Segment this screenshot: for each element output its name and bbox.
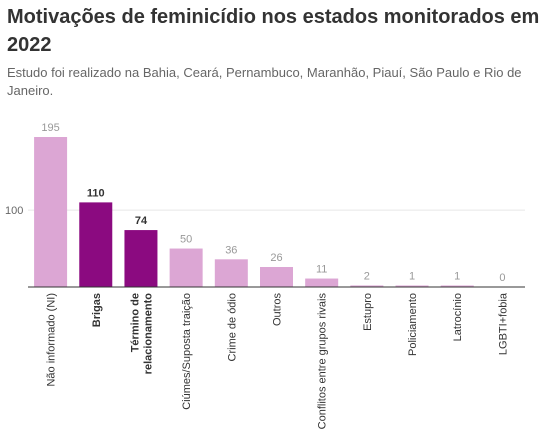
chart-subtitle: Estudo foi realizado na Bahia, Ceará, Pe… bbox=[7, 65, 522, 98]
bar-4 bbox=[214, 259, 248, 287]
data-label-2: 74 bbox=[135, 215, 148, 227]
data-label-8: 1 bbox=[409, 271, 415, 283]
category-label-line-2-1: relacionamento bbox=[142, 293, 154, 375]
data-label-0: 195 bbox=[41, 122, 59, 134]
y-tick-label-0: 100 bbox=[5, 205, 23, 217]
category-label-9: Latrocínio bbox=[452, 293, 464, 341]
bar-7 bbox=[350, 285, 384, 287]
data-label-1: 110 bbox=[87, 187, 105, 199]
category-label-line-1-0: Brigas bbox=[91, 293, 103, 327]
category-label-line-10-0: LGBTI+fobia bbox=[497, 292, 509, 355]
category-label-line-2-0: Término de bbox=[129, 293, 141, 352]
data-label-7: 2 bbox=[364, 270, 370, 282]
bar-0 bbox=[34, 137, 68, 287]
category-label-6: Conflitos entre grupos rivais bbox=[317, 293, 329, 430]
bar-3 bbox=[169, 248, 203, 287]
category-label-2: Término de relacionamento bbox=[129, 293, 154, 375]
bars bbox=[34, 137, 474, 287]
category-label-line-6-0: Conflitos entre grupos rivais bbox=[317, 293, 329, 430]
data-label-9: 1 bbox=[454, 271, 460, 283]
data-label-3: 50 bbox=[180, 234, 192, 246]
category-label-line-3-0: Ciúmes/Suposta traição bbox=[181, 293, 193, 410]
category-label-0: Não informado (NI) bbox=[46, 293, 58, 387]
chart-title: Motivações de feminicídio nos estados mo… bbox=[7, 6, 540, 56]
category-label-line-4-0: Crime de ódio bbox=[226, 293, 238, 361]
bar-5 bbox=[260, 267, 293, 287]
bar-2 bbox=[124, 230, 158, 287]
category-label-line-7-0: Estupro bbox=[362, 293, 374, 331]
category-label-8: Policiamento bbox=[407, 293, 419, 356]
data-label-10: 0 bbox=[499, 272, 505, 284]
category-label-4: Crime de ódio bbox=[226, 293, 238, 361]
bar-1 bbox=[79, 202, 113, 287]
category-label-1: Brigas bbox=[91, 293, 103, 327]
data-label-4: 36 bbox=[225, 244, 237, 256]
category-label-line-5-0: Outros bbox=[272, 293, 284, 327]
category-label-5: Outros bbox=[272, 293, 284, 327]
category-label-line-0-0: Não informado (NI) bbox=[46, 293, 58, 387]
bar-6 bbox=[305, 278, 339, 287]
bar-9 bbox=[440, 285, 474, 287]
bar-8 bbox=[395, 285, 429, 287]
category-label-10: LGBTI+fobia bbox=[497, 292, 509, 355]
category-label-line-9-0: Latrocínio bbox=[452, 293, 464, 341]
data-label-5: 26 bbox=[270, 252, 282, 264]
category-label-7: Estupro bbox=[362, 293, 374, 331]
data-label-6: 11 bbox=[316, 264, 327, 276]
category-label-3: Ciúmes/Suposta traição bbox=[181, 293, 193, 410]
category-label-line-8-0: Policiamento bbox=[407, 293, 419, 356]
